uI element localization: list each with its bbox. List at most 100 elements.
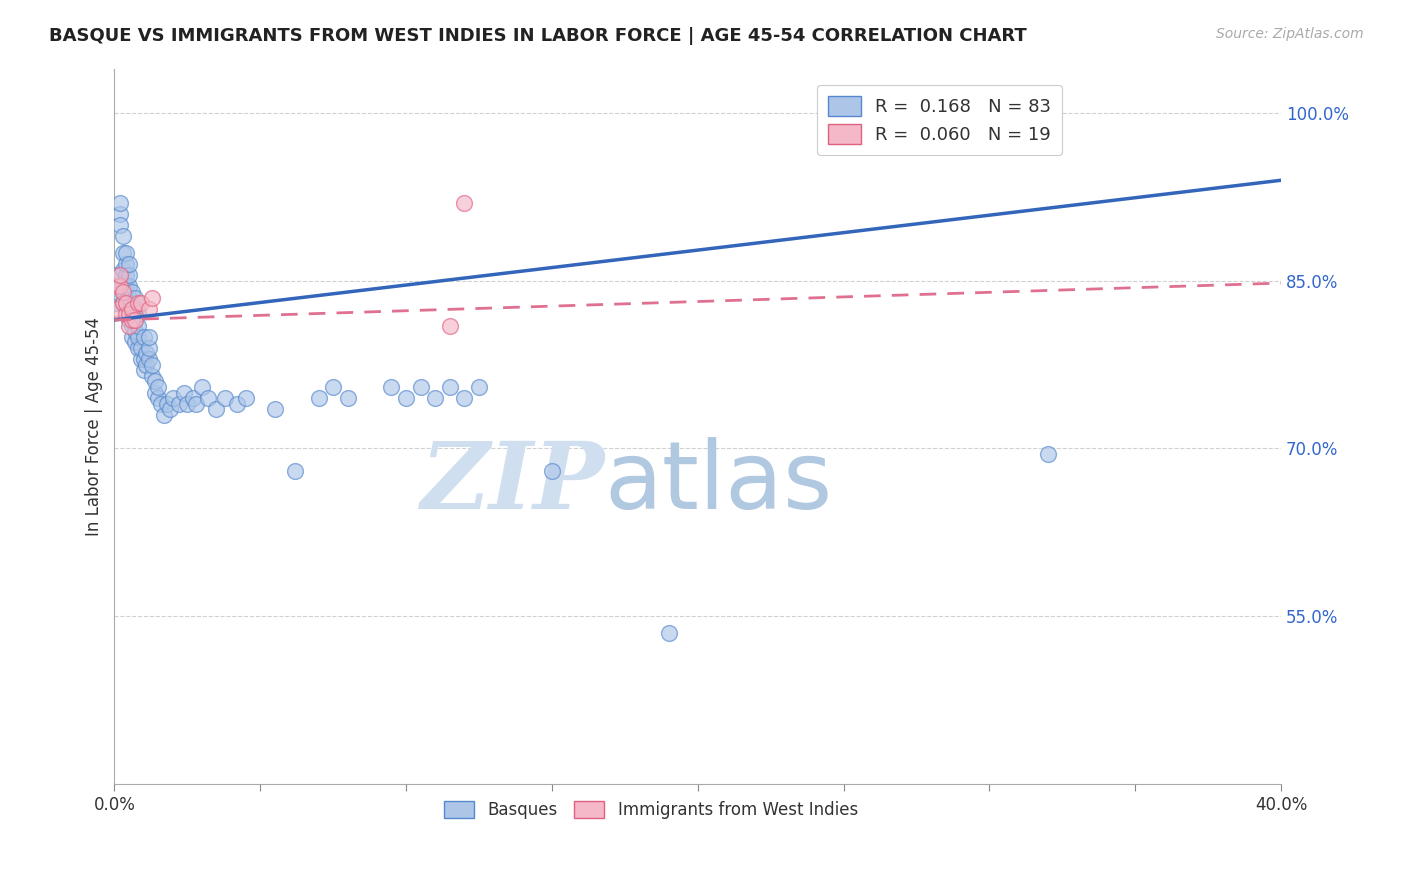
Point [453, 195, 475, 210]
Point [115, 257, 138, 271]
Point [121, 307, 143, 321]
Point [121, 301, 143, 316]
Point [141, 368, 163, 383]
Point [439, 318, 461, 333]
Point [129, 341, 152, 355]
Point [176, 397, 198, 411]
Point [118, 257, 141, 271]
Point [127, 296, 149, 310]
Point [124, 291, 146, 305]
Point [153, 408, 176, 422]
Point [110, 195, 132, 210]
Point [308, 391, 330, 405]
Point [124, 324, 146, 338]
Point [214, 391, 236, 405]
Point [132, 363, 155, 377]
Point [127, 341, 149, 355]
Point [395, 391, 418, 405]
Point [112, 246, 135, 260]
Point [336, 391, 359, 405]
Point [124, 313, 146, 327]
Point [110, 207, 132, 221]
Point [115, 268, 138, 283]
Point [118, 301, 141, 316]
Point [121, 285, 143, 299]
Point [173, 385, 195, 400]
Point [205, 402, 228, 417]
Point [118, 307, 141, 321]
Point [141, 358, 163, 372]
Text: BASQUE VS IMMIGRANTS FROM WEST INDIES IN LABOR FORCE | AGE 45-54 CORRELATION CHA: BASQUE VS IMMIGRANTS FROM WEST INDIES IN… [49, 27, 1026, 45]
Point [127, 318, 149, 333]
Point [132, 352, 155, 367]
Point [121, 329, 143, 343]
Point [118, 318, 141, 333]
Point [235, 391, 257, 405]
Point [121, 313, 143, 327]
Point [409, 380, 432, 394]
Point [138, 329, 160, 343]
Text: Source: ZipAtlas.com: Source: ZipAtlas.com [1216, 27, 1364, 41]
Point [167, 397, 190, 411]
Point [115, 296, 138, 310]
Point [112, 296, 135, 310]
Point [143, 385, 166, 400]
Point [115, 307, 138, 321]
Point [118, 279, 141, 293]
Point [127, 307, 149, 321]
Point [110, 279, 132, 293]
Point [112, 296, 135, 310]
Point [1036, 447, 1059, 461]
Point [118, 313, 141, 327]
Point [181, 391, 204, 405]
Point [112, 229, 135, 244]
Point [146, 380, 169, 394]
Point [141, 291, 163, 305]
Point [129, 296, 152, 310]
Point [322, 380, 344, 394]
Point [184, 397, 207, 411]
Point [132, 329, 155, 343]
Point [150, 397, 173, 411]
Point [138, 341, 160, 355]
Point [112, 262, 135, 277]
Point [135, 346, 157, 360]
Point [225, 397, 247, 411]
Point [118, 291, 141, 305]
Point [138, 301, 160, 316]
Point [105, 296, 128, 310]
Point [121, 296, 143, 310]
Legend: Basques, Immigrants from West Indies: Basques, Immigrants from West Indies [437, 794, 865, 825]
Point [143, 375, 166, 389]
Point [453, 391, 475, 405]
Point [110, 268, 132, 283]
Point [115, 246, 138, 260]
Point [105, 268, 128, 283]
Point [156, 397, 179, 411]
Point [284, 464, 307, 478]
Point [105, 301, 128, 316]
Point [129, 352, 152, 367]
Point [425, 391, 447, 405]
Y-axis label: In Labor Force | Age 45-54: In Labor Force | Age 45-54 [86, 317, 103, 535]
Point [191, 380, 214, 394]
Point [110, 218, 132, 232]
Text: atlas: atlas [605, 437, 832, 529]
Point [197, 391, 219, 405]
Point [162, 391, 184, 405]
Point [135, 358, 157, 372]
Point [541, 464, 564, 478]
Point [112, 285, 135, 299]
Point [115, 296, 138, 310]
Point [380, 380, 402, 394]
Point [146, 391, 169, 405]
Point [118, 268, 141, 283]
Point [115, 279, 138, 293]
Point [112, 279, 135, 293]
Point [105, 285, 128, 299]
Point [124, 301, 146, 316]
Point [127, 329, 149, 343]
Point [159, 402, 181, 417]
Point [121, 318, 143, 333]
Point [468, 380, 491, 394]
